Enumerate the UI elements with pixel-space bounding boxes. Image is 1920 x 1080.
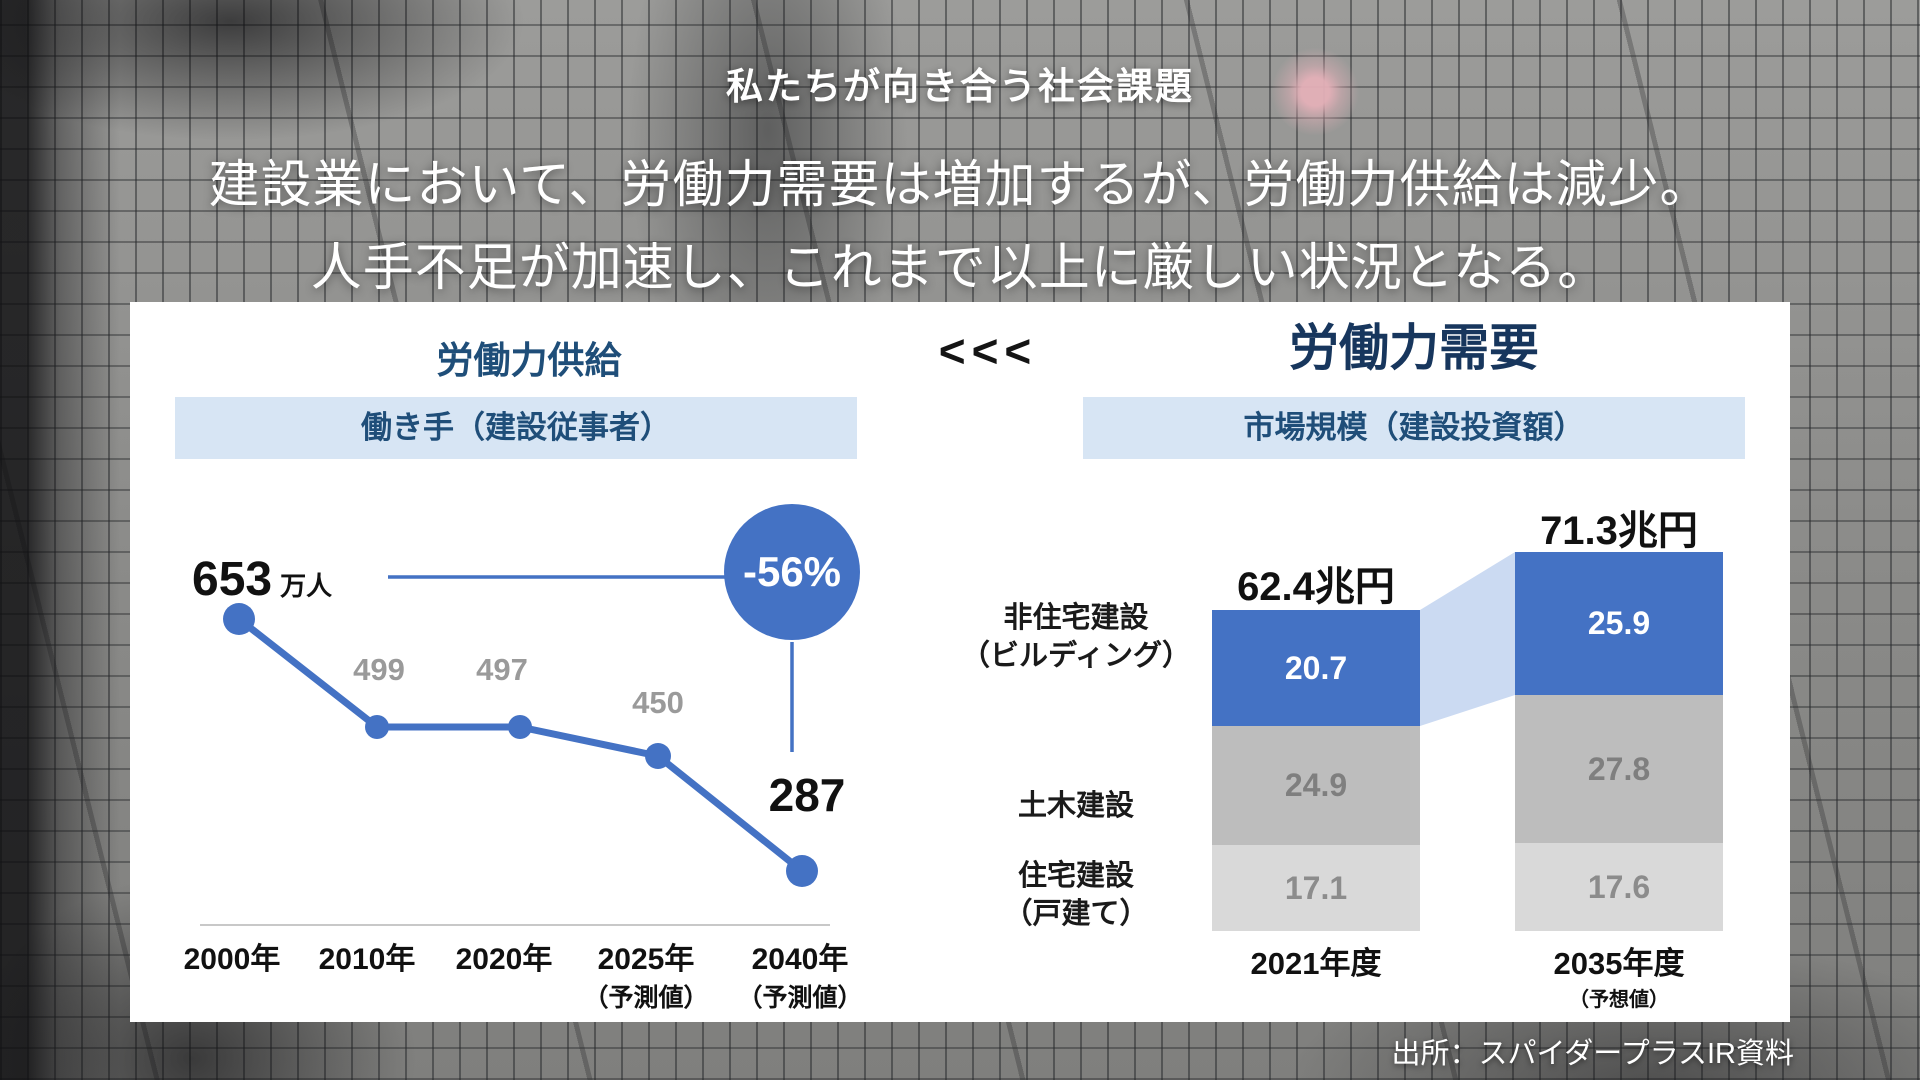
value-499: 499 [353, 652, 405, 687]
x-label-year: 2025年 [597, 943, 695, 976]
value-287: 287 [768, 769, 846, 821]
segment-value: 27.8 [1587, 750, 1651, 787]
bar-2021-nonresidential: 20.7 [1212, 610, 1420, 726]
bar-x-label-2035: 2035年度 （予想値） [1515, 938, 1723, 1012]
data-point-2040 [786, 855, 818, 887]
series-label-residential: 住宅建設 （戸建て） [956, 858, 1196, 933]
message-line-2: 人手不足が加速し、これまで以上に厳しい状況となる。 [310, 239, 1610, 296]
series-label-line2: （戸建て） [1003, 897, 1149, 930]
series-label-line1: 非住宅建設 [1003, 602, 1149, 634]
unit-label: 万人 [280, 571, 333, 601]
workers-line-chart [223, 575, 818, 887]
first-point-value: 653 万人 [192, 552, 332, 607]
segment-value: 20.7 [1284, 649, 1348, 686]
x-label-year: 2040年 [751, 943, 849, 976]
series-label-line2: （ビルディング） [961, 639, 1191, 672]
total-2035: 71.3兆円 [1540, 509, 1698, 553]
bar-2035-nonresidential: 25.9 [1515, 552, 1723, 695]
decline-percent-badge: -56% [724, 504, 860, 640]
bar-2035-residential: 17.6 [1515, 843, 1723, 931]
segment-value: 24.9 [1284, 767, 1348, 803]
bar-2035-civil: 27.8 [1515, 695, 1723, 843]
value-497: 497 [476, 652, 528, 687]
x-label-year: 2010年 [318, 943, 416, 976]
x-label-2040: 2040年 （予測値） [730, 934, 870, 1014]
bar-x-note: （予想値） [1569, 989, 1669, 1011]
blue-segment-connector [1420, 552, 1515, 726]
x-label-year: 2000年 [183, 943, 281, 976]
demand-panel-title: 労働力需要 [1289, 320, 1539, 376]
source-attribution: 出所：スパイダープラスIR資料 [1391, 1038, 1794, 1070]
data-point-2000 [223, 603, 255, 635]
bar-2021-civil: 24.9 [1212, 726, 1420, 845]
x-label-2000: 2000年 [162, 934, 302, 978]
series-label-nonresidential: 非住宅建設 （ビルディング） [956, 600, 1196, 675]
x-label-year: 2020年 [455, 943, 553, 976]
value-653: 653 [192, 553, 273, 606]
bar-x-label-2021: 2021年度 [1212, 938, 1420, 983]
x-label-note: （予測値） [583, 984, 709, 1012]
demand-band-header: 市場規模（建設投資額） [1083, 397, 1745, 459]
supply-panel-title: 労働力供給 [436, 340, 622, 381]
segment-value: 17.1 [1284, 869, 1348, 906]
data-point-2020 [508, 715, 532, 739]
segment-value: 25.9 [1587, 605, 1651, 641]
segment-value: 17.6 [1587, 868, 1651, 905]
data-point-2025 [645, 743, 671, 769]
x-label-2010: 2010年 [297, 934, 437, 978]
less-than-symbols: <<< [938, 325, 1038, 377]
value-450: 450 [632, 685, 684, 720]
supply-band-header: 働き手（建設従事者） [175, 397, 857, 459]
bar-x-year: 2035年度 [1553, 946, 1685, 981]
message-line-1: 建設業において、労働力需要は増加するが、労働力供給は減少。 [208, 156, 1712, 213]
bar-x-year: 2021年度 [1250, 946, 1382, 981]
total-2021: 62.4兆円 [1237, 565, 1395, 609]
data-point-2010 [365, 715, 389, 739]
x-axis-line [200, 924, 830, 926]
x-label-note: （予測値） [737, 984, 863, 1012]
page-title: 私たちが向き合う社会課題 [726, 66, 1194, 107]
series-label-line1: 土木建設 [1017, 790, 1134, 822]
series-label-civil: 土木建設 [956, 788, 1196, 826]
x-label-2020: 2020年 [434, 934, 574, 978]
x-label-2025: 2025年 （予測値） [576, 934, 716, 1014]
series-label-line1: 住宅建設 [1017, 860, 1134, 892]
charts-card: 労働力供給 <<< 労働力需要 働き手（建設従事者） 市場規模（建設投資額） 6… [130, 302, 1790, 1022]
connector-shape [1420, 552, 1515, 726]
bar-2021-residential: 17.1 [1212, 845, 1420, 931]
